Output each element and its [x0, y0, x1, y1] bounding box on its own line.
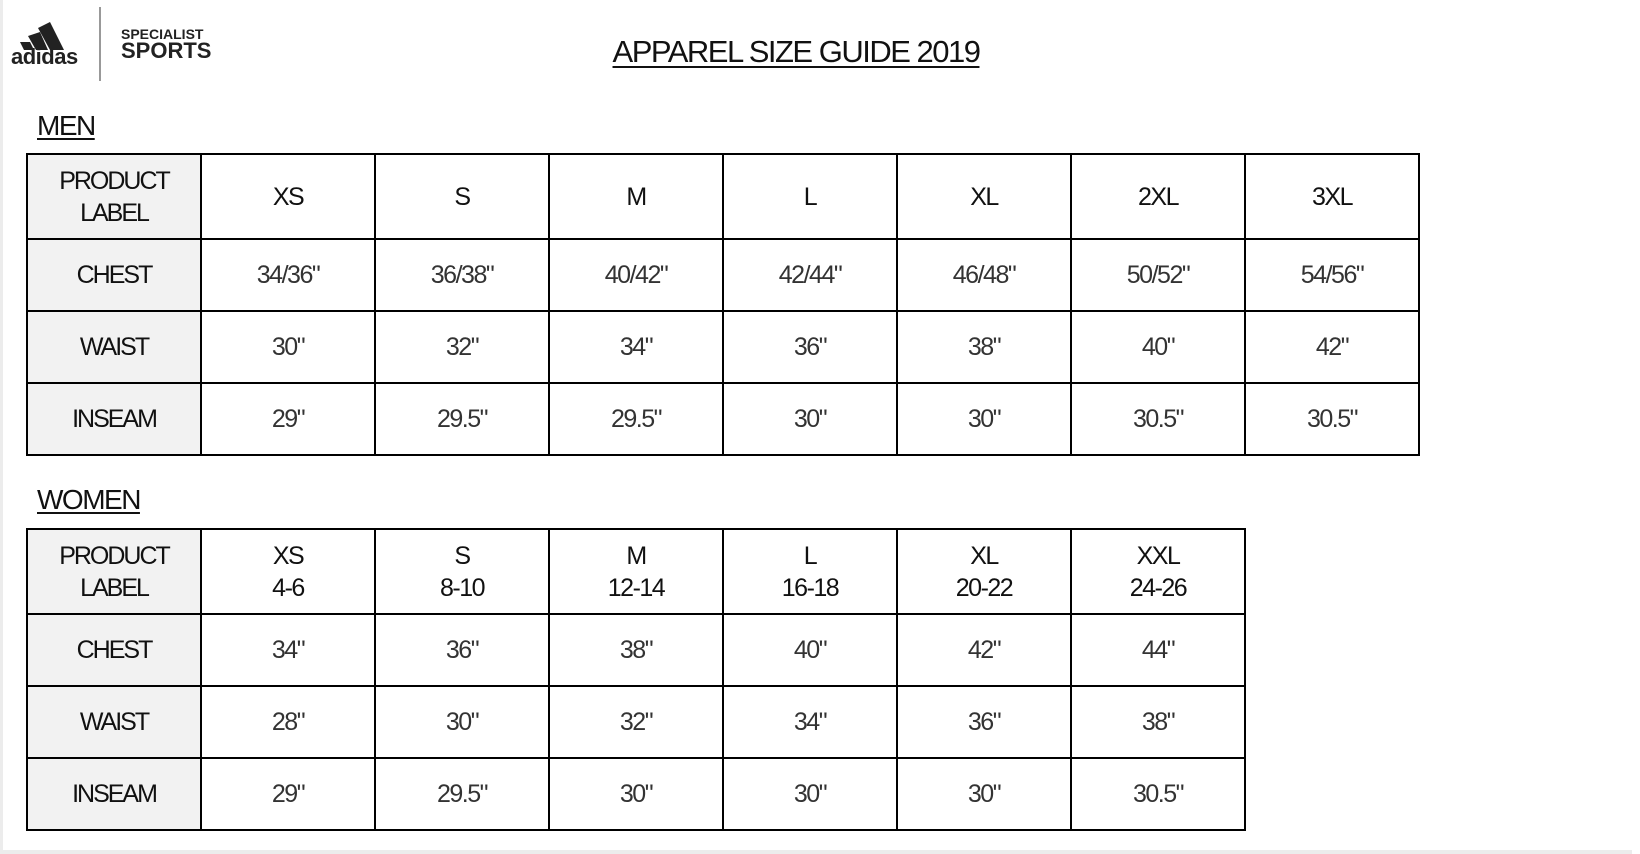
measurement-cell: 29" [200, 757, 376, 831]
row-label-cell: INSEAM [26, 757, 202, 831]
size-header-cell: S 8-10 [374, 528, 550, 615]
measurement-cell: 29.5" [548, 382, 724, 456]
table-row: INSEAM 29" 29.5" 30" 30" 30" 30.5" [26, 757, 1246, 831]
adidas-logo-icon [10, 20, 82, 70]
table-row: WAIST 30" 32" 34" 36" 38" 40" 42" [26, 310, 1420, 384]
size-header-cell: 2XL [1070, 153, 1246, 240]
header-row: PRODUCT LABEL XS 4-6 S 8-10 M 12-14 L 16-18 XL 20-2… [26, 528, 1246, 615]
measurement-cell: 38" [548, 613, 724, 687]
size-label: XXL [1136, 541, 1181, 570]
size-header-cell: XL [896, 153, 1072, 240]
measurement-cell: 28" [200, 685, 376, 759]
measurement-cell: 36/38" [374, 238, 550, 312]
size-range: 24-26 [1129, 573, 1188, 602]
measurement-cell: 34" [200, 613, 376, 687]
measurement-cell: 46/48" [896, 238, 1072, 312]
size-label: XL [970, 541, 999, 570]
measurement-cell: 42" [1244, 310, 1420, 384]
measurement-cell: 40/42" [548, 238, 724, 312]
size-header-cell: XS 4-6 [200, 528, 376, 615]
size-header-cell: XL 20-22 [896, 528, 1072, 615]
men-heading: MEN [37, 110, 96, 141]
size-label: XS [272, 541, 305, 570]
row-label-cell: CHEST [26, 613, 202, 687]
size-header-cell: XXL 24-26 [1070, 528, 1246, 615]
row-label-cell: WAIST [26, 310, 202, 384]
adidas-wordmark: adidas [11, 44, 78, 69]
size-range: 4-6 [272, 573, 305, 602]
size-header-cell: 3XL [1244, 153, 1420, 240]
measurement-cell: 30" [374, 685, 550, 759]
measurement-cell: 42" [896, 613, 1072, 687]
measurement-cell: 29.5" [374, 757, 550, 831]
size-header-cell: L [722, 153, 898, 240]
measurement-cell: 30" [722, 757, 898, 831]
logo-divider [99, 7, 101, 81]
measurement-cell: 40" [722, 613, 898, 687]
page-edge [0, 850, 1632, 854]
measurement-cell: 30" [548, 757, 724, 831]
size-header-cell: M 12-14 [548, 528, 724, 615]
measurement-cell: 30.5" [1244, 382, 1420, 456]
measurement-cell: 44" [1070, 613, 1246, 687]
measurement-cell: 36" [896, 685, 1072, 759]
table-row: CHEST 34" 36" 38" 40" 42" 44" [26, 613, 1246, 687]
men-size-table: PRODUCT LABEL XS S M L XL 2XL 3XL CHEST 34/36" 36/3… [26, 153, 1420, 456]
measurement-cell: 38" [1070, 685, 1246, 759]
table-row: INSEAM 29" 29.5" 29.5" 30" 30" 30.5" 30.5" [26, 382, 1420, 456]
partner-line2: SPORTS [121, 38, 212, 63]
measurement-cell: 30" [896, 757, 1072, 831]
row-label-cell: WAIST [26, 685, 202, 759]
table-row: WAIST 28" 30" 32" 34" 36" 38" [26, 685, 1246, 759]
women-size-table: PRODUCT LABEL XS 4-6 S 8-10 M 12-14 L 16-18 XL 20-2… [26, 528, 1246, 831]
page-edge [0, 0, 3, 854]
measurement-cell: 32" [374, 310, 550, 384]
size-range: 12-14 [607, 573, 666, 602]
size-header-cell: M [548, 153, 724, 240]
measurement-cell: 32" [548, 685, 724, 759]
header-row: PRODUCT LABEL XS S M L XL 2XL 3XL [26, 153, 1420, 240]
size-header-cell: L 16-18 [722, 528, 898, 615]
measurement-cell: 30" [722, 382, 898, 456]
measurement-cell: 50/52" [1070, 238, 1246, 312]
measurement-cell: 34" [722, 685, 898, 759]
women-heading: WOMEN [37, 484, 141, 515]
size-header-cell: XS [200, 153, 376, 240]
header-label-cell: PRODUCT LABEL [26, 153, 202, 240]
measurement-cell: 29" [200, 382, 376, 456]
size-range: 16-18 [781, 573, 840, 602]
row-label-cell: INSEAM [26, 382, 202, 456]
measurement-cell: 34/36" [200, 238, 376, 312]
measurement-cell: 36" [722, 310, 898, 384]
measurement-cell: 54/56" [1244, 238, 1420, 312]
measurement-cell: 34" [548, 310, 724, 384]
row-label-cell: CHEST [26, 238, 202, 312]
size-label: L [803, 541, 818, 570]
size-range: 8-10 [439, 573, 486, 602]
measurement-cell: 30.5" [1070, 382, 1246, 456]
measurement-cell: 30" [896, 382, 1072, 456]
size-label: M [626, 541, 647, 570]
measurement-cell: 38" [896, 310, 1072, 384]
size-header-cell: S [374, 153, 550, 240]
partner-line1: SPECIALIST [121, 26, 204, 42]
size-label: S [454, 541, 471, 570]
measurement-cell: 36" [374, 613, 550, 687]
measurement-cell: 42/44" [722, 238, 898, 312]
header-label-cell: PRODUCT LABEL [26, 528, 202, 615]
measurement-cell: 29.5" [374, 382, 550, 456]
table-row: CHEST 34/36" 36/38" 40/42" 42/44" 46/48" 50/52… [26, 238, 1420, 312]
measurement-cell: 30.5" [1070, 757, 1246, 831]
page-title: APPAREL SIZE GUIDE 2019 [612, 34, 981, 69]
measurement-cell: 30" [200, 310, 376, 384]
size-range: 20-22 [955, 573, 1014, 602]
measurement-cell: 40" [1070, 310, 1246, 384]
